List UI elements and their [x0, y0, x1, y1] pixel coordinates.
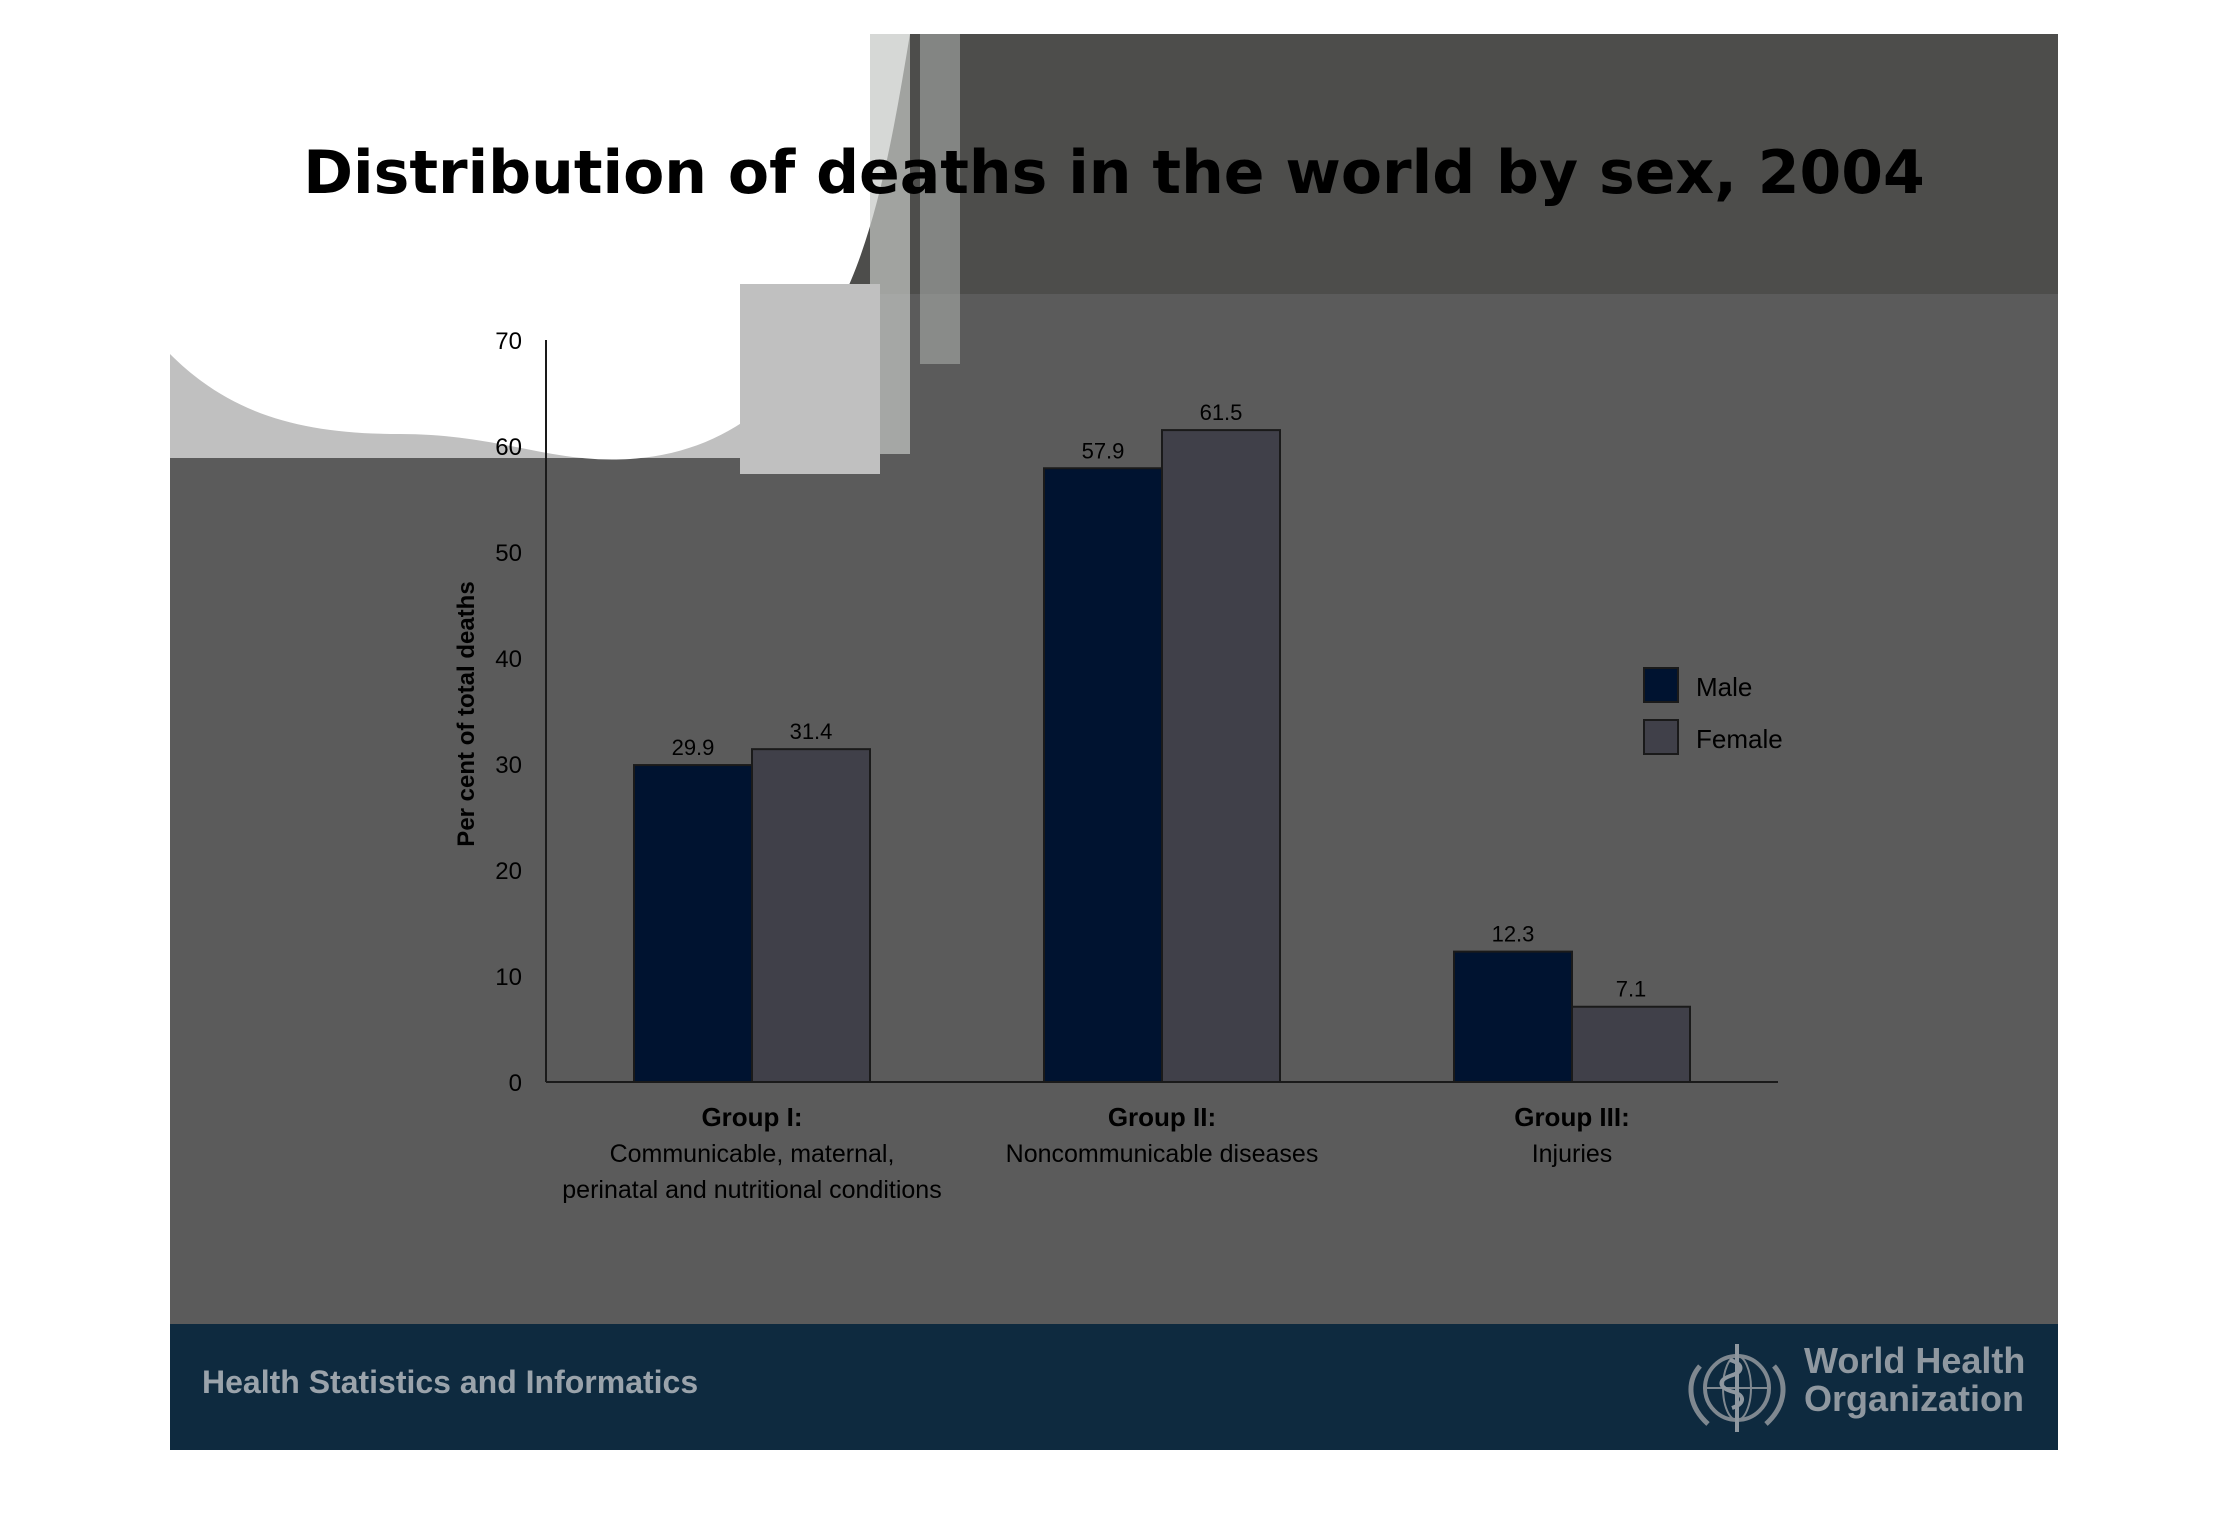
bar-female-2 — [1161, 429, 1281, 1084]
slide: Distribution of deaths in the world by s… — [170, 34, 2058, 1450]
bar-male-3 — [1453, 950, 1573, 1083]
bar-chart: 0 10 20 30 40 50 60 70 Per cent of total deaths… — [453, 328, 1783, 1204]
y-tick-label: 0 — [509, 1070, 522, 1097]
bar-female-1 — [751, 748, 871, 1083]
y-tick-labels: 0 10 20 30 40 50 60 70 — [495, 328, 522, 1097]
bar-value-label: 31.4 — [790, 719, 833, 744]
legend-swatch-female — [1643, 719, 1679, 755]
bar-male-1 — [633, 764, 753, 1083]
category-description: Noncommunicable diseases — [1006, 1140, 1319, 1168]
legend-label-female: Female — [1696, 724, 1783, 754]
organization-name: World Health Organization — [1804, 1342, 2025, 1418]
category-description: perinatal and nutritional conditions — [562, 1176, 941, 1204]
legend-swatch-male — [1643, 667, 1679, 703]
category-heading: Group III: — [1514, 1102, 1630, 1132]
bar-female-3 — [1571, 1005, 1691, 1083]
bar-value-label: 7.1 — [1616, 977, 1647, 1002]
who-emblem-icon — [1688, 1344, 1786, 1432]
y-tick-label: 10 — [495, 964, 522, 991]
y-tick-label: 40 — [495, 646, 522, 673]
bar-value-labels: 29.9 57.9 12.3 31.4 61.5 7.1 — [672, 400, 1647, 1002]
category-heading: Group I: — [701, 1102, 802, 1132]
organization-name-line1: World Health — [1804, 1340, 2026, 1381]
y-tick-label: 20 — [495, 858, 522, 885]
legend: Male Female — [1643, 667, 1783, 755]
slide-background — [170, 34, 2058, 474]
y-tick-label: 60 — [495, 434, 522, 461]
slide-title: Distribution of deaths in the world by s… — [303, 138, 1925, 208]
decorative-white-curve — [170, 34, 910, 460]
y-tick-label: 50 — [495, 540, 522, 567]
category-heading: Group II: — [1108, 1102, 1216, 1132]
bars — [633, 429, 1691, 1084]
bar-value-label: 29.9 — [672, 735, 715, 760]
legend-label-male: Male — [1696, 672, 1752, 702]
footer-bar: Health Statistics and Informatics World … — [170, 1324, 2058, 1450]
category-description: Communicable, maternal, — [610, 1140, 895, 1168]
bar-value-label: 12.3 — [1492, 922, 1535, 947]
bar-value-label: 61.5 — [1200, 400, 1243, 425]
organization-name-line2: Organization — [1804, 1378, 2025, 1419]
footer-text: Health Statistics and Informatics — [202, 1364, 699, 1400]
y-tick-label: 70 — [495, 328, 522, 355]
category-description: Injuries — [1532, 1140, 1613, 1168]
y-axis-label: Per cent of total deaths — [453, 581, 480, 846]
bar-male-2 — [1043, 467, 1163, 1083]
bar-value-label: 57.9 — [1082, 438, 1125, 463]
y-tick-label: 30 — [495, 752, 522, 779]
category-labels: Group I: Communicable, maternal, perinatal… — [562, 1102, 1629, 1204]
